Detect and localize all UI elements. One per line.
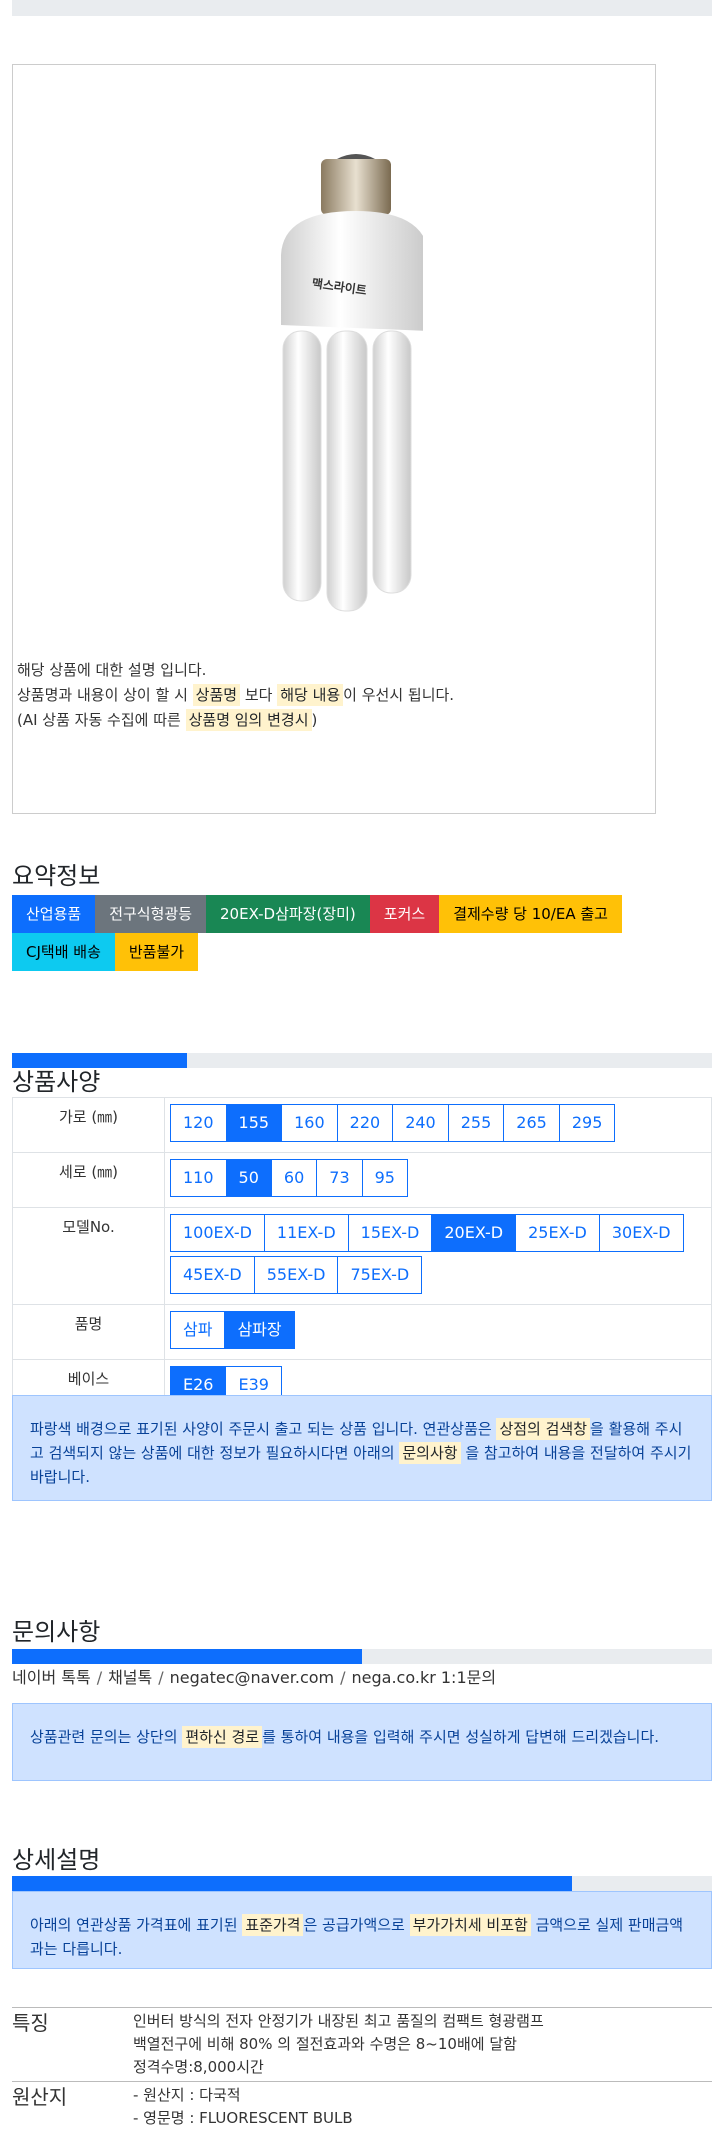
option-button[interactable]: 240 — [392, 1104, 449, 1142]
option-button[interactable]: 265 — [503, 1104, 560, 1142]
progress-fill — [12, 1649, 362, 1664]
option-button[interactable]: 30EX-D — [598, 1214, 684, 1252]
feature-line: 백열전구에 비해 80% 의 절전효과와 수명은 8~10배에 달함 — [133, 2035, 517, 2053]
option-button[interactable]: 11EX-D — [263, 1214, 349, 1252]
top-bar — [12, 0, 712, 16]
spec-label: 세로 (㎜) — [12, 1152, 165, 1208]
feature-line: 인버터 방식의 전자 안정기가 내장된 최고 품질의 컴팩트 형광램프 — [133, 2012, 544, 2030]
separator: / — [96, 1668, 103, 1687]
feature-key: 특징 — [12, 2007, 133, 2082]
detail-progress — [12, 1876, 712, 1891]
summary-badges: 산업용품 전구식형광등 20EX-D삼파장(장미) 포커스 결제수량 당 10/EA 출… — [12, 895, 672, 971]
contact-link[interactable]: nega.co.kr 1:1문의 — [351, 1668, 497, 1687]
summary-badge: 포커스 — [369, 895, 440, 933]
product-notice: 해당 상품에 대한 설명 입니다. 상품명과 내용이 상이 할 시 상품명 보다… — [17, 658, 454, 733]
option-button[interactable]: 15EX-D — [347, 1214, 433, 1252]
contact-link[interactable]: 채널톡 — [108, 1668, 153, 1687]
option-button[interactable]: 75EX-D — [337, 1256, 423, 1294]
spec-title: 상품사양 — [12, 1068, 101, 1096]
option-button[interactable]: 255 — [447, 1104, 505, 1142]
spec-row: 가로 (㎜) 120 155 160 220 240 255 265 295 — [12, 1097, 712, 1153]
spec-label: 가로 (㎜) — [12, 1097, 165, 1153]
contact-link[interactable]: negatec@naver.com — [169, 1668, 335, 1687]
feature-key: 원산지 — [12, 2081, 133, 2132]
option-button[interactable]: 73 — [316, 1159, 363, 1197]
option-button[interactable]: 295 — [558, 1104, 616, 1142]
separator: / — [340, 1668, 346, 1687]
summary-badge: 결제수량 당 10/EA 출고 — [439, 895, 622, 933]
product-image-box: 맥스라이트 — [12, 64, 656, 814]
summary-badge: 산업용품 — [12, 895, 96, 933]
option-button[interactable]: 155 — [225, 1104, 283, 1142]
spec-row: 품명 삼파 삼파장 — [12, 1304, 712, 1360]
option-button[interactable]: 100EX-D — [170, 1214, 265, 1252]
option-button[interactable]: 110 — [170, 1159, 227, 1197]
summary-badge: 반품불가 — [114, 933, 199, 971]
spec-options-cell: 삼파 삼파장 — [164, 1304, 712, 1360]
feature-line: - 원산지 : 다국적 — [133, 2086, 241, 2104]
option-button[interactable]: 95 — [361, 1159, 408, 1197]
contact-link[interactable]: 네이버 톡톡 — [12, 1668, 91, 1687]
notice-line: 해당 상품에 대한 설명 입니다. — [17, 661, 207, 679]
option-button[interactable]: 120 — [170, 1104, 227, 1142]
spec-progress — [12, 1053, 712, 1068]
option-button[interactable]: 삼파 — [170, 1311, 226, 1349]
option-button[interactable]: 50 — [225, 1159, 272, 1197]
feature-line: - 영문명 : FLUORESCENT BULB — [133, 2109, 353, 2127]
spec-options-cell: 100EX-D 11EX-D 15EX-D 20EX-D 25EX-D 30EX-D 45E… — [164, 1207, 712, 1305]
option-button[interactable]: 55EX-D — [253, 1256, 339, 1294]
progress-fill — [12, 1876, 572, 1891]
spec-label: 품명 — [12, 1304, 165, 1360]
spec-label: 모델No. — [12, 1207, 165, 1305]
inquiry-title: 문의사항 — [12, 1618, 101, 1646]
option-group: 120 155 160 220 240 255 265 295 — [170, 1104, 706, 1146]
separator: / — [158, 1668, 164, 1687]
spec-options-cell: 110 50 60 73 95 — [164, 1152, 712, 1208]
summary-badge: 20EX-D삼파장(장미) — [206, 895, 370, 933]
option-group: 110 50 60 73 95 — [170, 1159, 706, 1201]
inquiry-info-alert: 상품관련 문의는 상단의 편하신 경로 를 통하여 내용을 입력해 주시면 성실하… — [12, 1703, 712, 1781]
feature-row: 원산지 - 원산지 : 다국적 - 영문명 : FLUORESCENT BULB — [12, 2081, 712, 2132]
detail-info-alert: 아래의 연관상품 가격표에 표기된 표준가격 은 공급가액으로 부가가치세 비포함… — [12, 1891, 712, 1969]
option-button[interactable]: 60 — [270, 1159, 318, 1197]
contact-breadcrumb: 네이버 톡톡 / 채널톡 / negatec@naver.com / nega.co.kr … — [12, 1664, 496, 1688]
feature-line: 정격수명:8,000시간 — [133, 2058, 264, 2076]
detail-title: 상세설명 — [12, 1846, 101, 1874]
inquiry-progress — [12, 1649, 712, 1664]
option-group: 삼파 삼파장 — [170, 1311, 706, 1353]
spec-table: 가로 (㎜) 120 155 160 220 240 255 265 295 세로 (㎜) 110 5… — [12, 1097, 712, 1415]
spec-info-alert: 파랑색 배경으로 표기된 사양이 주문시 출고 되는 상품 입니다. 연관상품은… — [12, 1395, 712, 1501]
summary-badge: CJ택배 배송 — [12, 933, 115, 971]
spec-row: 모델No. 100EX-D 11EX-D 15EX-D 20EX-D 25EX-D 30EX… — [12, 1207, 712, 1305]
spec-row: 세로 (㎜) 110 50 60 73 95 — [12, 1152, 712, 1208]
feature-value: - 원산지 : 다국적 - 영문명 : FLUORESCENT BULB — [133, 2081, 712, 2132]
bulb-image: 맥스라이트 — [281, 154, 423, 612]
option-button[interactable]: 220 — [336, 1104, 394, 1142]
option-button[interactable]: 20EX-D — [431, 1214, 517, 1252]
progress-fill — [12, 1053, 187, 1068]
summary-badge: 전구식형광등 — [95, 895, 207, 933]
option-button[interactable]: 45EX-D — [170, 1256, 255, 1294]
option-button[interactable]: 160 — [281, 1104, 338, 1142]
notice-line: (AI 상품 자동 수집에 따른 상품명 임의 변경시) — [17, 709, 318, 731]
summary-title: 요약정보 — [12, 862, 101, 890]
option-button[interactable]: 삼파장 — [224, 1311, 295, 1349]
option-button[interactable]: 25EX-D — [515, 1214, 600, 1252]
notice-line: 상품명과 내용이 상이 할 시 상품명 보다 해당 내용 이 우선시 됩니다. — [17, 684, 455, 706]
option-group: 100EX-D 11EX-D 15EX-D 20EX-D 25EX-D 30EX-D 45E… — [170, 1214, 706, 1298]
spec-options-cell: 120 155 160 220 240 255 265 295 — [164, 1097, 712, 1153]
